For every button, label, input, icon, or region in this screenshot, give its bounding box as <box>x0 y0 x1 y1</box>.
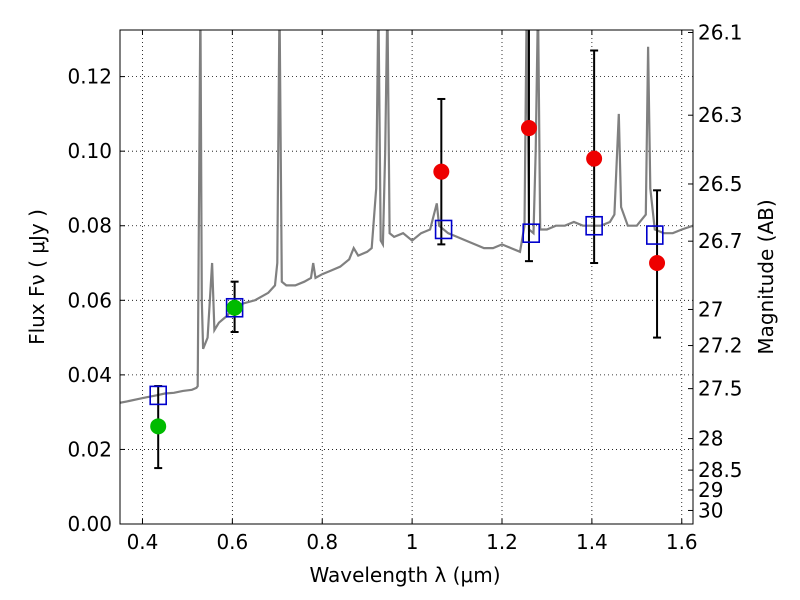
model-square-marker <box>585 215 603 236</box>
x-tick-label: 1.4 <box>576 530 608 554</box>
error-bars <box>154 30 662 470</box>
magnitude-tick-label: 29 <box>698 478 723 502</box>
magnitude-tick-label: 30 <box>698 498 723 522</box>
magnitude-tick-label: 27.5 <box>698 377 743 401</box>
y-axis-label: Flux Fν ( μJy ) <box>25 209 49 345</box>
magnitude-tick-label: 28 <box>698 427 723 451</box>
right-axis-label: Magnitude (AB) <box>754 199 778 354</box>
observed-point-marker <box>150 418 167 435</box>
plot-frame <box>119 29 694 525</box>
x-tick-label: 1.6 <box>666 530 698 554</box>
x-tick-label: 1 <box>406 530 419 554</box>
y-tick-label: 0.00 <box>67 512 112 536</box>
observed-point-marker <box>226 299 243 316</box>
model-squares <box>149 215 664 406</box>
magnitude-tick-label: 28.5 <box>698 458 743 482</box>
spectrum-line <box>120 30 693 404</box>
x-tick-label: 1.2 <box>486 530 518 554</box>
magnitude-tick-label: 26.1 <box>698 21 743 45</box>
y-tick-label: 0.06 <box>67 288 112 312</box>
magnitude-tick-label: 26.5 <box>698 172 743 196</box>
y-tick-label: 0.08 <box>67 214 112 238</box>
model-square-marker <box>434 219 453 240</box>
x-tick-label: 0.8 <box>306 530 338 554</box>
y-tick-label: 0.12 <box>67 65 112 89</box>
observed-point-marker <box>520 120 537 137</box>
y-tick-label: 0.04 <box>67 363 112 387</box>
plot-area <box>119 29 694 525</box>
x-axis-label: Wavelength λ (μm) <box>309 563 500 587</box>
grid <box>120 30 693 525</box>
magnitude-tick-label: 27.2 <box>698 334 743 358</box>
observed-point-marker <box>433 163 450 180</box>
magnitude-tick-label: 27 <box>698 297 723 321</box>
x-tick-label: 0.4 <box>127 530 159 554</box>
y-axis: 0.00 0.02 0.04 0.06 0.08 0.10 0.12 <box>67 65 125 536</box>
magnitude-tick-label: 26.3 <box>698 103 743 127</box>
y-tick-label: 0.02 <box>67 437 112 461</box>
model-square-marker <box>149 385 167 406</box>
y-tick-label: 0.10 <box>67 139 112 163</box>
magnitude-tick-label: 26.7 <box>698 229 743 253</box>
model-square-marker <box>645 225 664 245</box>
x-axis: 0.4 0.6 0.8 1 1.2 1.4 1.6 <box>127 30 698 554</box>
spectrum-series <box>120 30 693 404</box>
model-square-marker <box>522 223 541 243</box>
observed-points <box>150 120 666 435</box>
observed-point-marker <box>649 255 666 272</box>
x-tick-label: 0.6 <box>216 530 248 554</box>
observed-point-marker <box>586 150 603 167</box>
